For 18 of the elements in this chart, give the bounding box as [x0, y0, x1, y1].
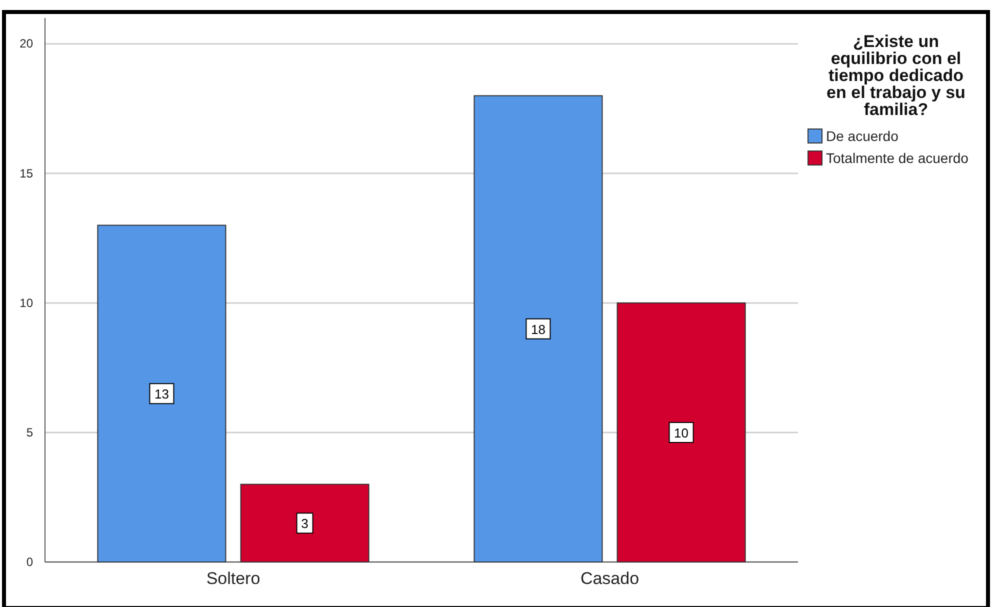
x-tick-label: Casado — [580, 569, 640, 588]
bar — [97, 224, 226, 562]
data-label: 10 — [674, 425, 689, 440]
data-label: 18 — [530, 322, 546, 337]
y-tick-label: 15 — [20, 166, 34, 180]
y-tick-label: 20 — [20, 36, 34, 51]
bar — [240, 484, 370, 562]
y-tick-label: 0 — [26, 554, 34, 569]
y-tick-label: 5 — [26, 425, 34, 440]
y-tick-label: 10 — [20, 296, 34, 310]
data-label: 13 — [154, 386, 169, 402]
legend-title: ¿Existe un equilibrio con el tiempo dedicado en el trabajo y su familia? — [826, 32, 966, 119]
legend-label: Totalmente de acuerdo — [826, 150, 969, 166]
x-tick-label: Soltero — [206, 569, 260, 588]
bar — [616, 302, 746, 562]
data-label: 3 — [301, 516, 308, 532]
legend-label: De acuerdo — [826, 128, 899, 144]
bar — [474, 95, 603, 562]
